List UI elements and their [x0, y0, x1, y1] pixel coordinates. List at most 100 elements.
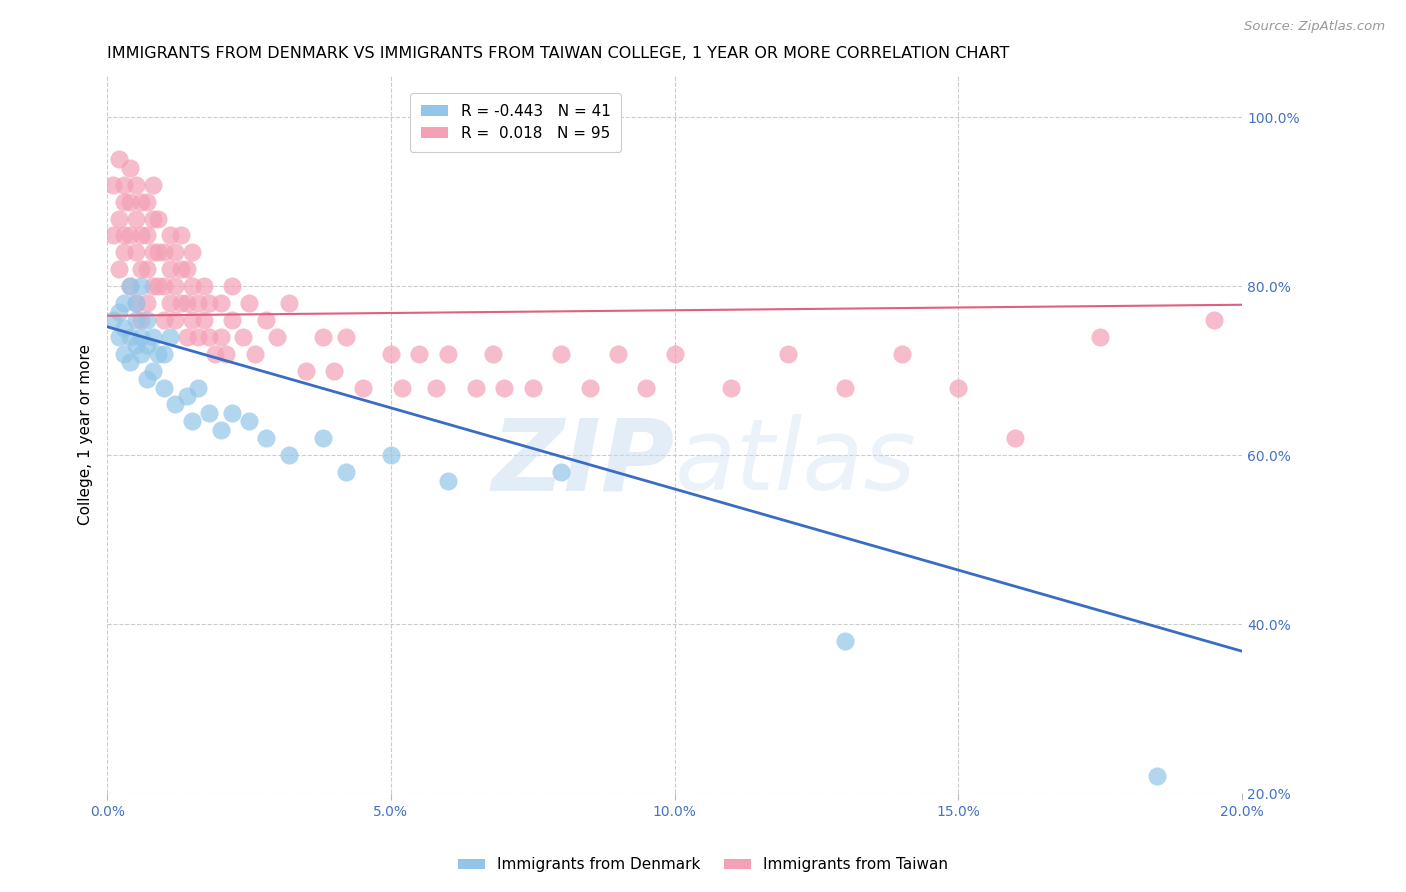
Point [176, 330, 198, 344]
Point [129, 347, 152, 361]
Point [204, 347, 226, 361]
Point [187, 296, 209, 310]
Text: IMMIGRANTS FROM DENMARK VS IMMIGRANTS FROM TAIWAN COLLEGE, 1 YEAR OR MORE CORREL: IMMIGRANTS FROM DENMARK VS IMMIGRANTS FR… [107, 46, 1010, 62]
Point [391, 380, 413, 394]
Point [277, 296, 299, 310]
Point [142, 279, 165, 293]
Point [148, 347, 170, 361]
Point [153, 347, 176, 361]
Point [380, 347, 402, 361]
Point [135, 228, 157, 243]
Legend: R = -0.443   N = 41, R =  0.018   N = 95: R = -0.443 N = 41, R = 0.018 N = 95 [411, 94, 621, 152]
Point [129, 262, 152, 277]
Point [135, 372, 157, 386]
Point [606, 347, 628, 361]
Point [1090, 330, 1112, 344]
Point [112, 321, 135, 335]
Point [890, 347, 912, 361]
Point [215, 347, 238, 361]
Point [159, 330, 181, 344]
Point [165, 313, 187, 327]
Point [209, 296, 232, 310]
Point [112, 296, 135, 310]
Point [142, 364, 165, 378]
Point [1004, 431, 1026, 445]
Point [232, 330, 254, 344]
Point [142, 211, 165, 226]
Point [193, 313, 215, 327]
Point [129, 313, 152, 327]
Point [159, 228, 181, 243]
Point [243, 347, 266, 361]
Point [118, 279, 141, 293]
Point [181, 414, 204, 428]
Point [112, 178, 135, 192]
Point [181, 313, 204, 327]
Point [187, 330, 209, 344]
Point [335, 465, 357, 479]
Point [165, 245, 187, 260]
Point [107, 262, 129, 277]
Point [124, 211, 146, 226]
Text: atlas: atlas [675, 414, 917, 511]
Point [522, 380, 544, 394]
Point [352, 380, 374, 394]
Point [135, 338, 157, 352]
Point [436, 474, 458, 488]
Point [834, 634, 856, 648]
Point [720, 380, 742, 394]
Point [238, 296, 260, 310]
Point [187, 380, 209, 394]
Point [142, 330, 165, 344]
Text: ZIP: ZIP [492, 414, 675, 511]
Point [112, 347, 135, 361]
Point [118, 330, 141, 344]
Point [153, 245, 176, 260]
Point [312, 431, 335, 445]
Point [170, 228, 193, 243]
Point [159, 296, 181, 310]
Point [323, 364, 346, 378]
Point [129, 279, 152, 293]
Point [124, 178, 146, 192]
Point [135, 296, 157, 310]
Point [118, 161, 141, 175]
Point [153, 279, 176, 293]
Point [148, 245, 170, 260]
Point [494, 380, 516, 394]
Point [124, 245, 146, 260]
Point [148, 279, 170, 293]
Point [198, 296, 221, 310]
Point [436, 347, 458, 361]
Point [153, 313, 176, 327]
Point [142, 178, 165, 192]
Point [948, 380, 970, 394]
Point [129, 194, 152, 209]
Point [198, 406, 221, 420]
Point [636, 380, 658, 394]
Point [335, 330, 357, 344]
Point [165, 397, 187, 411]
Point [101, 313, 124, 327]
Point [778, 347, 800, 361]
Point [198, 330, 221, 344]
Point [118, 228, 141, 243]
Point [254, 313, 277, 327]
Point [142, 245, 165, 260]
Point [124, 296, 146, 310]
Point [135, 313, 157, 327]
Point [834, 380, 856, 394]
Point [148, 211, 170, 226]
Point [101, 178, 124, 192]
Point [107, 330, 129, 344]
Point [209, 423, 232, 437]
Point [277, 448, 299, 462]
Point [238, 414, 260, 428]
Point [124, 338, 146, 352]
Point [664, 347, 686, 361]
Point [107, 153, 129, 167]
Point [465, 380, 488, 394]
Point [1202, 313, 1225, 327]
Point [312, 330, 335, 344]
Legend: Immigrants from Denmark, Immigrants from Taiwan: Immigrants from Denmark, Immigrants from… [450, 849, 956, 880]
